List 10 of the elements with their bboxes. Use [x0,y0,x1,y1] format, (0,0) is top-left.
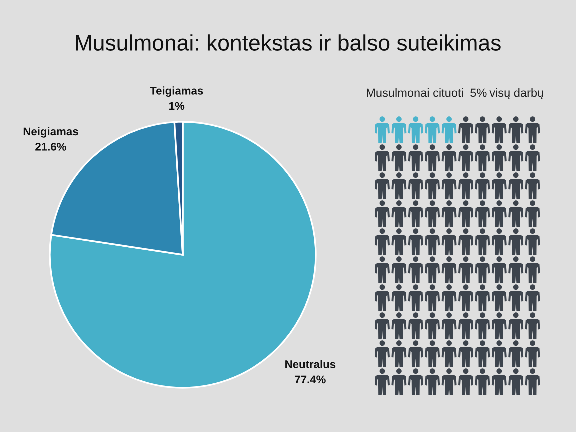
text: visų darbų [490,88,544,100]
data-label: 21.6% [36,142,66,151]
slice-label: Neutralus [286,360,336,368]
data-label: 5% [470,88,487,98]
slice-label: Teigiamas [150,86,204,98]
chart-title: Musulmonai: kontekstas ir balso suteikimas [76,34,501,51]
text: Musulmonai cituoti [367,88,464,98]
data-label: 1% [170,102,185,110]
data-label: 77.4% [295,376,326,384]
slice-label: Neigiamas [24,127,78,138]
